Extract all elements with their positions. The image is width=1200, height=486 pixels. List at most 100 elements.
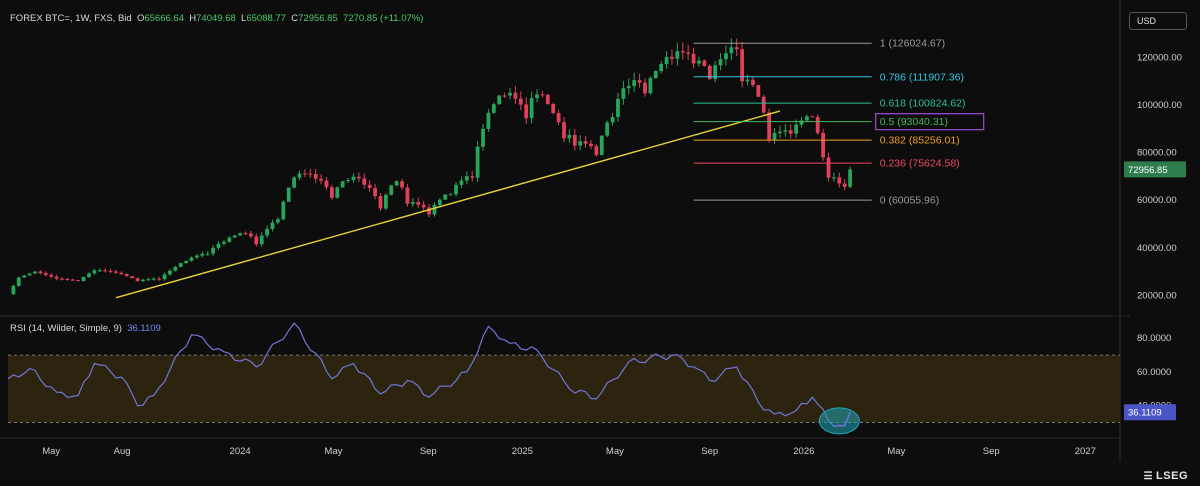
rsi-label: RSI (14, Wilder, Simple, 9): [10, 323, 122, 334]
candle-body: [718, 59, 723, 66]
time-axis-tick-label: 2026: [793, 446, 814, 457]
candle-body: [518, 98, 523, 105]
candle-body: [751, 79, 755, 86]
candle-body: [27, 273, 32, 276]
candle-body: [297, 173, 302, 178]
candle-body: [173, 266, 178, 271]
candle-body: [362, 178, 367, 185]
time-axis-tick-label: May: [324, 446, 342, 457]
candle-body: [146, 279, 151, 281]
candle-body: [195, 255, 199, 258]
price-axis-tick-label: 60000.00: [1137, 195, 1177, 206]
candle-body: [605, 122, 610, 136]
candle-body: [373, 188, 377, 197]
candle-body: [491, 104, 496, 113]
candle-body: [475, 146, 480, 178]
candle-body: [788, 130, 793, 134]
candle-body: [151, 278, 156, 280]
candle-body: [16, 277, 21, 286]
fib-level-label: 0.786 (111907.36): [880, 71, 964, 83]
candle-body: [43, 273, 48, 275]
candle-body: [346, 180, 350, 182]
candle-body: [367, 184, 372, 189]
time-axis-tick-label: May: [887, 446, 905, 457]
candle-body: [232, 235, 237, 238]
candle-body: [427, 207, 431, 215]
candle-body: [178, 263, 183, 267]
candle-body: [697, 60, 701, 64]
price-axis-tick-label: 40000.00: [1137, 243, 1177, 254]
candle-body: [189, 257, 194, 261]
candle-body: [648, 78, 653, 94]
lseg-logo-text: LSEG: [1156, 470, 1188, 482]
candle-body: [11, 285, 16, 295]
time-axis-tick-label: Sep: [420, 446, 437, 457]
candle-body: [405, 187, 410, 204]
candle-body: [778, 131, 782, 134]
rsi-current-value: 36.1109: [127, 323, 161, 334]
candle-body: [400, 181, 404, 188]
candle-body: [643, 82, 647, 94]
time-axis-tick-label: 2027: [1075, 446, 1096, 457]
rsi-highlight-circle: [818, 407, 860, 435]
fib-level-label: 1 (126024.67): [880, 38, 945, 50]
candle-body: [92, 270, 97, 274]
close-label: C: [291, 13, 299, 24]
fib-level-label: 0.236 (75624.58): [880, 158, 960, 170]
fib-level-label: 0 (60055.96): [880, 195, 940, 207]
candle-body: [815, 117, 820, 133]
candle-body: [626, 86, 631, 89]
candle-body: [535, 94, 539, 99]
candle-body: [114, 271, 118, 273]
candle-body: [702, 60, 707, 66]
candle-body: [168, 270, 172, 275]
candle-body: [286, 187, 291, 202]
fib-level-highlight-box: [875, 113, 985, 131]
candle-body: [33, 271, 37, 274]
candle-body: [227, 237, 232, 242]
candle-body: [459, 180, 464, 185]
candle-body: [707, 65, 712, 79]
rsi-axis-tick-label: 60.0000: [1137, 367, 1171, 378]
fib-level-label: 0.382 (85256.01): [880, 135, 960, 147]
candle-body: [259, 235, 264, 245]
candle-body: [356, 176, 361, 179]
candle-body: [276, 219, 280, 223]
candle-body: [670, 56, 674, 59]
time-axis-tick-label: Aug: [114, 446, 131, 457]
candle-body: [130, 276, 135, 279]
time-axis-tick-label: Sep: [701, 446, 718, 457]
candle-body: [335, 187, 340, 198]
candle-body: [589, 143, 593, 147]
candle-body: [675, 51, 680, 59]
last-price-label: 72956.85: [1128, 165, 1168, 176]
candle-body-current: [848, 169, 852, 187]
candle-body: [383, 194, 388, 209]
last-price-tag: [1124, 161, 1186, 178]
candle-body: [184, 260, 189, 264]
price-axis-tick-label: 100000.00: [1137, 100, 1182, 111]
candle-body: [65, 278, 70, 280]
candle-body: [567, 135, 572, 139]
price-axis-tick-label: 20000.00: [1137, 290, 1177, 301]
candle-body: [281, 201, 286, 220]
candle-body: [351, 176, 356, 181]
candle-body: [60, 278, 64, 280]
candle-body: [141, 279, 145, 282]
high-label: H: [189, 13, 197, 24]
candle-body: [303, 173, 307, 175]
time-axis-tick-label: May: [42, 446, 60, 457]
candle-body: [421, 204, 426, 208]
candle-body: [713, 65, 718, 79]
candle-body: [842, 183, 847, 187]
candle-body: [308, 173, 313, 175]
candle-body: [454, 184, 458, 195]
candle-body: [653, 71, 658, 79]
currency-button[interactable]: USD: [1129, 12, 1187, 30]
fib-level-label: 0.618 (100824.62): [880, 98, 966, 110]
candle-body: [54, 276, 59, 279]
candle-body: [524, 104, 529, 119]
fib-level-label: 0.5 (93040.31): [880, 116, 948, 128]
